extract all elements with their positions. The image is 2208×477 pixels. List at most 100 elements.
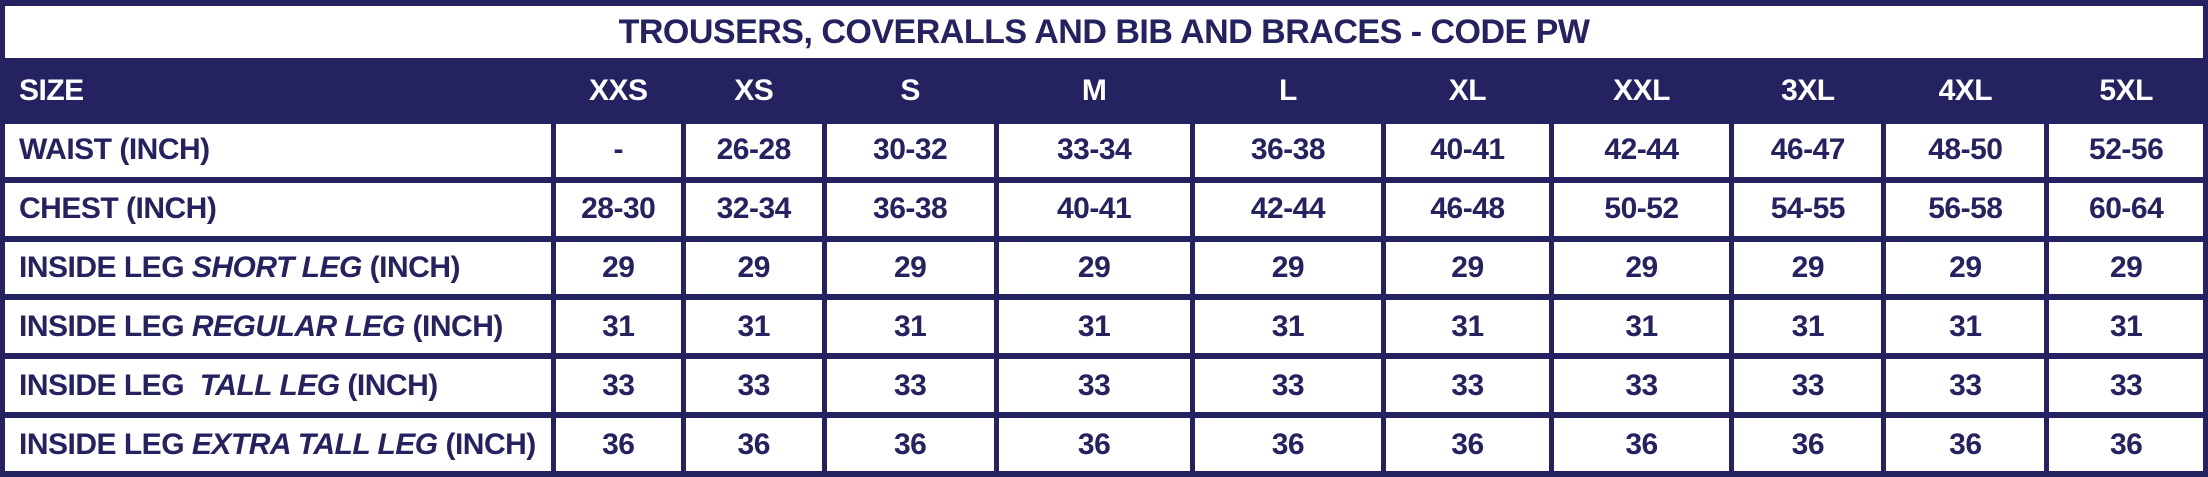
row-label-text: (INCH) [339,368,438,402]
row-label-inside-leg-short: INSIDE LEG SHORT LEG (INCH) [0,235,556,301]
row-label-text: (INCH) [111,133,210,167]
row-label-text: CHEST [19,192,119,226]
table-cell: 29 [821,235,999,301]
row-label-text: (INCH) [118,192,217,226]
table-cell: - [550,118,686,183]
column-header-3xl: 3XL [1729,58,1887,124]
table-cell: 33 [2044,353,2208,419]
column-header-4xl: 4XL [1881,58,2050,124]
column-header-xxl: XXL [1548,58,1735,124]
table-cell: 33 [1729,353,1887,419]
table-cell: 33 [680,353,827,419]
table-cell: 36-38 [821,176,999,242]
table-cell: 31 [1729,294,1887,360]
row-label-italic-text: TALL LEG [199,368,340,402]
table-cell: 29 [993,235,1195,301]
title-row: TROUSERS, COVERALLS AND BIB AND BRACES -… [0,0,2208,64]
table-cell: 40-41 [1381,118,1554,183]
table-cell: 46-48 [1381,176,1554,242]
table-row-inside-leg-extra-tall: INSIDE LEG EXTRA TALL LEG (INCH) 36 36 3… [0,412,2208,477]
table-cell: 52-56 [2044,118,2208,183]
table-cell: 36 [1881,412,2050,477]
table-cell: 46-47 [1729,118,1887,183]
column-header-5xl: 5XL [2044,58,2208,124]
table-cell: 29 [680,235,827,301]
table-cell: 33 [550,353,686,419]
table-cell: 26-28 [680,118,827,183]
table-cell: 36 [1548,412,1735,477]
column-header-m: M [993,58,1195,124]
table-cell: 31 [1881,294,2050,360]
table-cell: 36 [1729,412,1887,477]
row-label-italic-text: REGULAR LEG [191,309,405,343]
row-label-waist: WAIST (INCH) [0,118,556,183]
row-label-text: WAIST [19,133,112,167]
size-header-row: SIZE XXS XS S M L XL XXL 3XL 4XL 5XL [0,58,2208,124]
table-cell: 31 [550,294,686,360]
table-cell: 29 [1189,235,1387,301]
table-cell: 33 [1381,353,1554,419]
table-cell: 33 [1189,353,1387,419]
table-cell: 36 [1381,412,1554,477]
table-cell: 33 [993,353,1195,419]
table-cell: 42-44 [1189,176,1387,242]
row-label-italic-text: EXTRA TALL LEG [191,427,438,461]
table-cell: 31 [680,294,827,360]
table-cell: 54-55 [1729,176,1887,242]
table-cell: 33 [1881,353,2050,419]
table-cell: 36 [2044,412,2208,477]
table-cell: 48-50 [1881,118,2050,183]
row-label-text: (INCH) [404,309,504,343]
table-cell: 29 [1881,235,2050,301]
table-cell: 29 [550,235,686,301]
row-label-text: (INCH) [437,427,536,461]
row-label-italic-text: SHORT LEG [191,251,362,285]
row-label-text: INSIDE LEG [19,309,192,343]
table-cell: 50-52 [1548,176,1735,242]
table-cell: 29 [1381,235,1554,301]
table-title: TROUSERS, COVERALLS AND BIB AND BRACES -… [0,0,2208,64]
table-cell: 31 [993,294,1195,360]
table-cell: 36 [680,412,827,477]
column-header-xxs: XXS [550,58,686,124]
row-label-inside-leg-tall: INSIDE LEG TALL LEG (INCH) [0,353,556,419]
table-row-inside-leg-regular: INSIDE LEG REGULAR LEG (INCH) 31 31 31 3… [0,294,2208,360]
table-cell: 33-34 [993,118,1195,183]
row-label-inside-leg-extra-tall: INSIDE LEG EXTRA TALL LEG (INCH) [0,412,556,477]
row-label-text: INSIDE LEG [19,368,200,402]
table-cell: 29 [2044,235,2208,301]
row-label-text: (INCH) [361,251,461,285]
table-cell: 33 [821,353,999,419]
table-cell: 28-30 [550,176,686,242]
column-header-size: SIZE [0,58,556,124]
table-cell: 29 [1548,235,1735,301]
table-cell: 31 [1548,294,1735,360]
table-cell: 42-44 [1548,118,1735,183]
row-label-text: INSIDE LEG [19,427,192,461]
table-cell: 31 [1381,294,1554,360]
table-cell: 31 [2044,294,2208,360]
table-cell: 56-58 [1881,176,2050,242]
table-row-inside-leg-tall: INSIDE LEG TALL LEG (INCH) 33 33 33 33 3… [0,353,2208,419]
row-label-inside-leg-regular: INSIDE LEG REGULAR LEG (INCH) [0,294,556,360]
table-cell: 31 [821,294,999,360]
table-cell: 36 [821,412,999,477]
column-header-l: L [1189,58,1387,124]
table-cell: 60-64 [2044,176,2208,242]
table-row-chest: CHEST (INCH) 28-30 32-34 36-38 40-41 42-… [0,176,2208,242]
table-cell: 33 [1548,353,1735,419]
table-cell: 40-41 [993,176,1195,242]
table-cell: 36-38 [1189,118,1387,183]
column-header-xl: XL [1381,58,1554,124]
table-cell: 36 [1189,412,1387,477]
table-row-waist: WAIST (INCH) - 26-28 30-32 33-34 36-38 4… [0,118,2208,183]
table-cell: 36 [993,412,1195,477]
column-header-xs: XS [680,58,827,124]
row-label-chest: CHEST (INCH) [0,176,556,242]
row-label-text: INSIDE LEG [19,251,192,285]
column-header-s: S [821,58,999,124]
table-cell: 36 [550,412,686,477]
table-cell: 30-32 [821,118,999,183]
table-cell: 32-34 [680,176,827,242]
